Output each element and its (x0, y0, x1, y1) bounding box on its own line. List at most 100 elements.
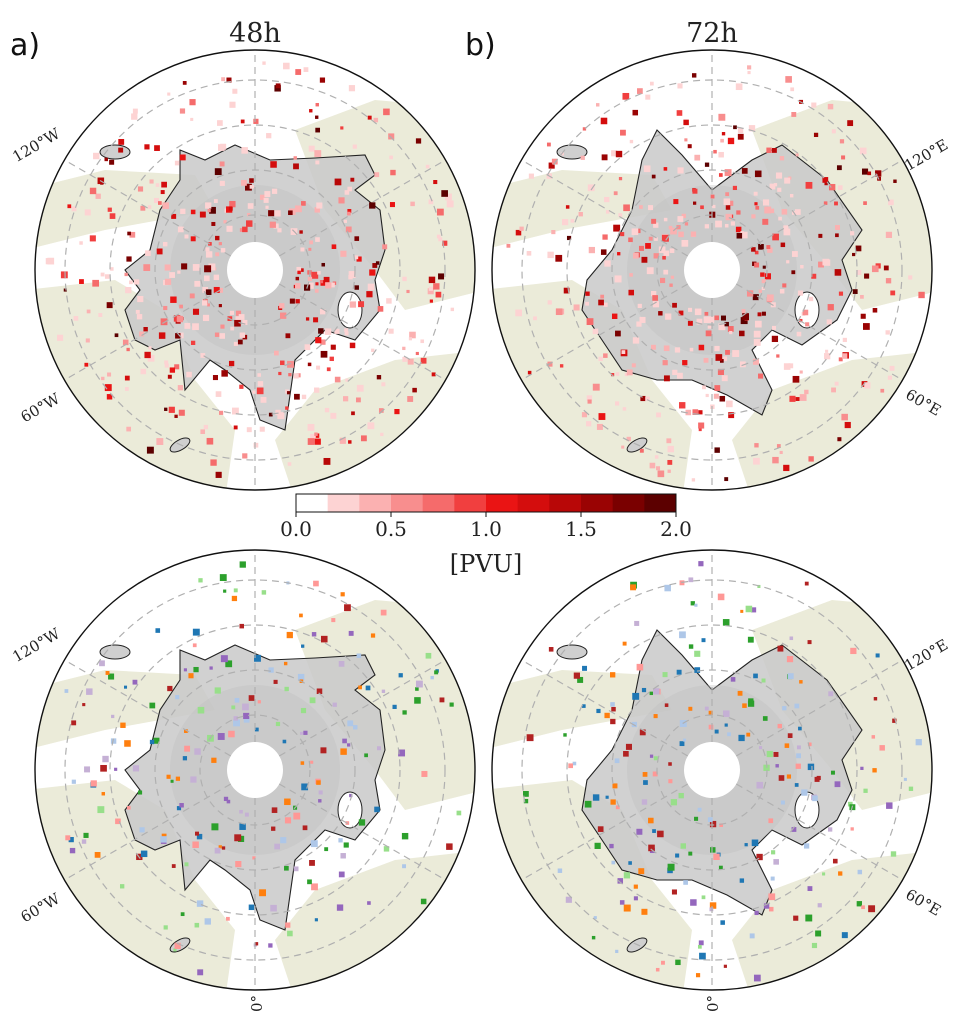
data-cell (739, 330, 745, 337)
data-cell (235, 316, 241, 322)
data-cell (811, 102, 817, 108)
data-cell (161, 181, 167, 188)
data-cell (307, 879, 312, 885)
data-cell (239, 384, 244, 389)
meridian-1 (521, 283, 689, 381)
data-cell (835, 233, 839, 238)
polar-map-72h-clusters (491, 549, 933, 991)
data-cell (156, 438, 164, 445)
data-cell (763, 903, 770, 909)
data-cell (358, 819, 366, 826)
data-cell (725, 349, 730, 355)
data-cell (233, 341, 238, 346)
data-cell (287, 930, 293, 937)
data-cell (825, 349, 829, 353)
data-cell (779, 450, 783, 455)
data-cell (875, 170, 882, 177)
data-cell (410, 201, 415, 207)
data-cell (297, 673, 305, 681)
data-cell (221, 846, 226, 850)
data-cell (300, 268, 304, 272)
data-cell (662, 360, 668, 366)
data-cell (192, 628, 200, 636)
colorbar-segment (644, 494, 677, 512)
data-cell (239, 561, 246, 568)
data-cell (217, 733, 225, 740)
data-cell (439, 697, 445, 703)
data-cell (555, 254, 563, 262)
data-cell (519, 226, 524, 231)
data-cell (356, 384, 364, 392)
data-cell (727, 137, 735, 145)
data-cell (859, 147, 867, 155)
data-cell (704, 311, 709, 316)
data-cell (182, 81, 187, 85)
data-cell (702, 385, 706, 390)
colorbar-segment (486, 494, 519, 512)
data-cell (762, 199, 770, 206)
data-cell (585, 291, 590, 296)
data-cell (316, 365, 321, 370)
data-cell (223, 796, 229, 802)
data-cell (747, 636, 754, 643)
data-cell (85, 338, 90, 343)
data-cell (138, 790, 143, 795)
data-cell (179, 154, 186, 161)
data-cell (657, 470, 665, 478)
data-cell (610, 373, 615, 377)
data-cell (523, 791, 529, 797)
data-cell (903, 777, 907, 781)
data-cell (609, 843, 614, 849)
data-cell (555, 308, 563, 316)
data-cell (248, 904, 255, 911)
data-cell (643, 165, 651, 173)
data-cell (326, 367, 331, 372)
data-cell (412, 387, 417, 393)
data-cell (323, 276, 330, 283)
data-cell (381, 382, 386, 387)
data-cell (663, 345, 670, 352)
data-cell (445, 193, 452, 201)
meridian-5 (735, 283, 903, 381)
data-cell (438, 273, 445, 280)
data-cell (104, 384, 112, 392)
data-cell (721, 375, 728, 382)
data-cell (168, 406, 175, 413)
data-cell (623, 751, 629, 757)
data-cell (239, 809, 243, 814)
data-cell (789, 395, 796, 402)
data-cell (713, 149, 717, 154)
data-cell (698, 561, 704, 567)
land-mass-2 (752, 100, 932, 310)
colorbar-segment (391, 494, 424, 512)
data-cell (92, 279, 100, 287)
data-cell (805, 914, 813, 922)
data-cell (641, 687, 647, 693)
data-cell (708, 724, 714, 730)
data-cell (690, 899, 697, 906)
data-cell (621, 445, 625, 449)
data-cell (149, 179, 154, 184)
data-cell (698, 344, 705, 351)
data-cell (749, 933, 755, 939)
data-cell (100, 272, 105, 277)
data-cell (817, 903, 822, 908)
data-cell (81, 839, 87, 844)
data-cell (727, 326, 734, 332)
data-cell (773, 751, 779, 757)
data-cell (864, 382, 871, 389)
data-cell (340, 126, 344, 130)
data-cell (342, 738, 347, 744)
data-cell (171, 213, 177, 219)
data-cell (651, 174, 656, 179)
data-cell (667, 863, 675, 871)
data-cell (726, 400, 733, 408)
data-cell (259, 194, 266, 200)
data-cell (807, 742, 812, 747)
meridian-2 (64, 659, 232, 757)
data-cell (683, 738, 687, 742)
data-cell (777, 187, 782, 192)
data-cell (780, 800, 785, 805)
data-cell (268, 943, 273, 948)
data-cell (841, 932, 848, 939)
